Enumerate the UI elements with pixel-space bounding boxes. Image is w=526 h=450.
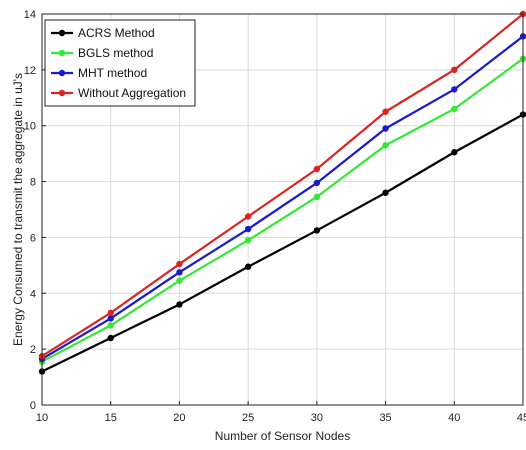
- data-point: [107, 334, 114, 342]
- data-point: [382, 108, 389, 115]
- y-tick-label: 2: [30, 344, 36, 356]
- data-point: [176, 277, 183, 284]
- series-1: [38, 55, 526, 365]
- data-point: [451, 86, 458, 93]
- legend-entry-label: MHT method: [78, 66, 147, 80]
- series-line: [41, 113, 524, 373]
- y-tick-label: 6: [30, 232, 36, 244]
- y-tick-label: 4: [30, 288, 36, 300]
- data-point: [107, 322, 114, 329]
- data-point: [244, 213, 252, 220]
- data-point: [244, 263, 252, 270]
- legend-swatch-marker: [58, 69, 66, 77]
- series-group: [38, 10, 526, 375]
- series-line: [41, 35, 524, 360]
- x-tick-label: 10: [36, 412, 48, 424]
- x-tick-label: 35: [379, 412, 391, 424]
- data-point: [176, 301, 183, 308]
- x-tick-label: 40: [448, 412, 460, 424]
- grid-lines: [41, 13, 524, 406]
- data-point: [382, 125, 389, 132]
- series-3: [38, 10, 526, 360]
- legend-entry-label: Without Aggregation: [78, 86, 186, 100]
- series-0: [38, 111, 526, 375]
- legend: ACRS Method BGLS method MHT method Without …: [44, 19, 196, 107]
- x-axis-ticks: 10 15 20 25 30 35 40 45: [36, 401, 526, 424]
- series-2: [38, 33, 526, 363]
- data-point: [313, 227, 321, 234]
- data-point: [313, 193, 321, 201]
- legend-swatch-marker: [58, 29, 66, 37]
- y-tick-label: 14: [24, 9, 36, 21]
- data-point: [313, 179, 321, 187]
- legend-entry-label: BGLS method: [78, 46, 153, 60]
- y-axis-label: Energy Consumed to transmit the aggregat…: [11, 73, 25, 346]
- y-tick-label: 0: [30, 400, 36, 412]
- x-tick-label: 45: [517, 412, 526, 424]
- data-point: [176, 260, 183, 268]
- series-line: [41, 13, 524, 358]
- data-point: [176, 269, 183, 276]
- y-axis-ticks: 0 2 4 6 8 10 12 14: [24, 9, 46, 412]
- legend-swatch-marker: [58, 89, 66, 97]
- data-point: [451, 105, 458, 113]
- data-point: [244, 225, 252, 233]
- y-tick-label: 8: [30, 177, 36, 189]
- series-line: [41, 57, 524, 363]
- legend-box: [44, 19, 196, 107]
- x-tick-label: 15: [105, 412, 117, 424]
- data-point: [451, 66, 458, 74]
- data-point: [107, 309, 114, 317]
- legend-entry-label: ACRS Method: [78, 26, 155, 40]
- data-point: [107, 315, 114, 322]
- x-axis-label: Number of Sensor Nodes: [215, 429, 350, 443]
- x-tick-label: 25: [242, 412, 254, 424]
- data-point: [244, 237, 252, 244]
- plot-area-border: [41, 13, 524, 406]
- data-point: [382, 142, 389, 149]
- data-point: [451, 149, 458, 156]
- y-tick-label: 12: [24, 65, 36, 77]
- data-point: [382, 189, 389, 196]
- legend-swatch-marker: [58, 49, 66, 57]
- data-point: [313, 165, 321, 173]
- x-tick-label: 20: [173, 412, 185, 424]
- y-tick-label: 10: [24, 121, 36, 133]
- x-tick-label: 30: [311, 412, 323, 424]
